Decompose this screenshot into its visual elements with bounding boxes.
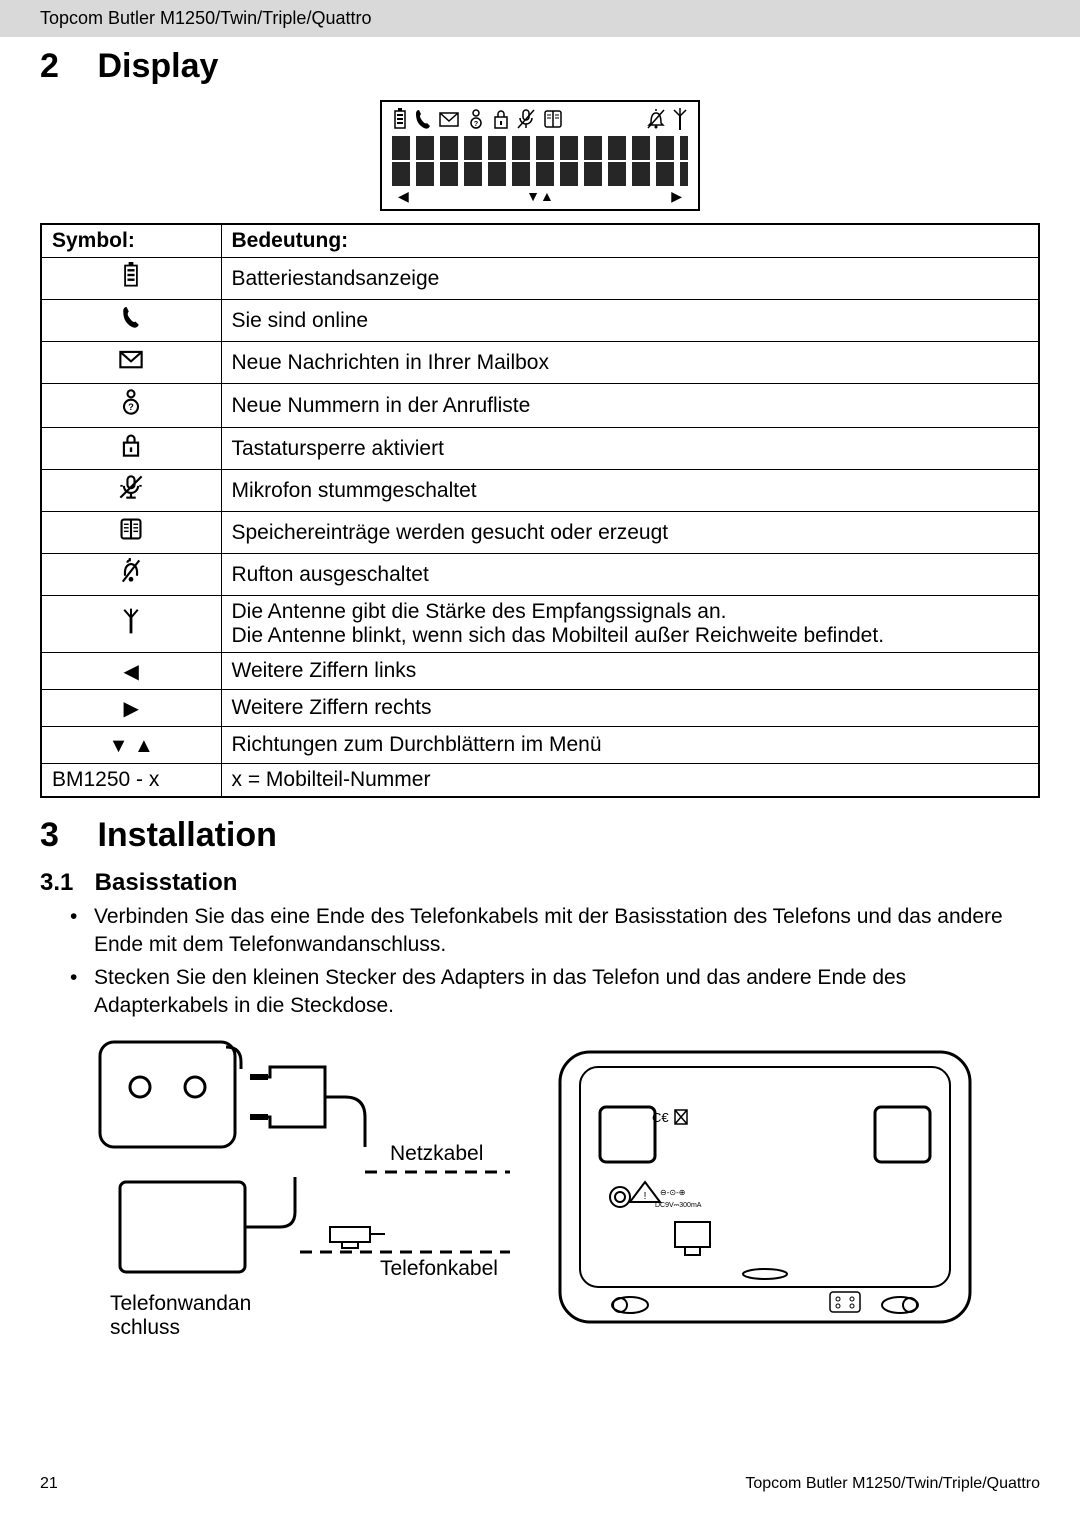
battery-icon [392, 108, 408, 134]
col-symbol: Symbol: [41, 224, 221, 258]
symbol-cell: ▶ [41, 690, 221, 727]
person-q-icon: ? [119, 388, 143, 416]
battery-icon [121, 262, 141, 288]
display-seg-row-2 [392, 162, 688, 186]
symbol-cell [41, 596, 221, 653]
display-arrow-row: ◀ ▼▲ ▶ [392, 188, 688, 205]
phone-icon [414, 108, 432, 134]
sub-3-1-num: 3.1 [40, 869, 88, 897]
symbol-cell [41, 300, 221, 342]
meaning-cell: Tastatursperre aktiviert [221, 428, 1039, 470]
display-icon-row: ? [392, 108, 688, 134]
meaning-cell: Weitere Ziffern rechts [221, 690, 1039, 727]
table-row: Tastatursperre aktiviert [41, 428, 1039, 470]
lock-icon [120, 432, 142, 458]
table-row: ◀ Weitere Ziffern links [41, 653, 1039, 690]
envelope-icon [438, 108, 460, 134]
symbol-cell [41, 512, 221, 554]
meaning-cell: Richtungen zum Durchblättern im Menü [221, 727, 1039, 764]
symbol-cell [41, 554, 221, 596]
antenna-icon [672, 108, 688, 134]
section-2-text: Display [97, 47, 218, 85]
section-3-num: 3 [40, 816, 88, 855]
footer: 21 Topcom Butler M1250/Twin/Triple/Quatt… [40, 1475, 1040, 1493]
install-diagram: C€ ! ⊖-⊙-⊕ DC9V⎓300mA [80, 1032, 1000, 1362]
mic-off-icon [516, 108, 536, 134]
section-3-text: Installation [97, 816, 276, 854]
mic-off-icon [118, 474, 144, 500]
meaning-cell: Neue Nummern in der Anrufliste [221, 384, 1039, 428]
right-icon: ▶ [124, 698, 139, 720]
bell-off-icon [119, 558, 143, 584]
header-text: Topcom Butler M1250/Twin/Triple/Quattro [40, 8, 371, 28]
left-icon: ◀ [124, 661, 139, 683]
table-row: Mikrofon stummgeschaltet [41, 470, 1039, 512]
table-row: Neue Nachrichten in Ihrer Mailbox [41, 342, 1039, 384]
meaning-cell: x = Mobilteil-Nummer [221, 764, 1039, 798]
svg-text:?: ? [474, 121, 478, 128]
symbol-cell: ? [41, 384, 221, 428]
symbol-cell [41, 428, 221, 470]
svg-text:DC9V⎓300mA: DC9V⎓300mA [655, 1202, 702, 1209]
section-2-title: 2 Display [40, 47, 1040, 86]
symbol-cell: ▼ ▲ [41, 727, 221, 764]
svg-text:⊖-⊙-⊕: ⊖-⊙-⊕ [660, 1188, 685, 1197]
bell-off-icon [646, 108, 666, 134]
table-row: ? Neue Nummern in der Anrufliste [41, 384, 1039, 428]
table-row: Sie sind online [41, 300, 1039, 342]
table-row: Speichereinträge werden gesucht oder erz… [41, 512, 1039, 554]
meaning-cell: Rufton ausgeschaltet [221, 554, 1039, 596]
svg-text:?: ? [128, 402, 134, 412]
display-seg-row-1 [392, 136, 688, 160]
symbols-table: Symbol: Bedeutung: Batteriestandsanzeige… [40, 223, 1040, 798]
page-number: 21 [40, 1475, 58, 1493]
book-icon [542, 108, 564, 134]
meaning-cell: Sie sind online [221, 300, 1039, 342]
phone-icon [121, 304, 141, 330]
meaning-cell: Die Antenne gibt die Stärke des Empfangs… [221, 596, 1039, 653]
book-icon [118, 516, 144, 542]
bullet-1: Verbinden Sie das eine Ende des Telefonk… [70, 903, 1040, 960]
symbol-cell: ◀ [41, 653, 221, 690]
table-row: BM1250 - xx = Mobilteil-Nummer [41, 764, 1039, 798]
svg-text:!: ! [644, 1191, 647, 1202]
col-meaning: Bedeutung: [221, 224, 1039, 258]
symbol-cell [41, 470, 221, 512]
envelope-icon [118, 346, 144, 372]
antenna-icon [122, 608, 140, 634]
header-bar: Topcom Butler M1250/Twin/Triple/Quattro [0, 0, 1080, 37]
section-2-num: 2 [40, 47, 88, 86]
meaning-cell: Batteriestandsanzeige [221, 258, 1039, 300]
meaning-cell: Speichereinträge werden gesucht oder erz… [221, 512, 1039, 554]
lock-icon [492, 108, 510, 134]
svg-text:C€: C€ [652, 1110, 669, 1125]
left-arrow-icon: ◀ [398, 188, 409, 205]
updown-arrow-icon: ▼▲ [526, 188, 554, 205]
label-telefonkabel: Telefonkabel [380, 1257, 498, 1281]
right-arrow-icon: ▶ [671, 188, 682, 205]
table-row: ▼ ▲ Richtungen zum Durchblättern im Menü [41, 727, 1039, 764]
table-row: Die Antenne gibt die Stärke des Empfangs… [41, 596, 1039, 653]
updown-icon: ▼ ▲ [109, 735, 154, 757]
bullet-2: Stecken Sie den kleinen Stecker des Adap… [70, 964, 1040, 1021]
table-row: ▶ Weitere Ziffern rechts [41, 690, 1039, 727]
table-row: Rufton ausgeschaltet [41, 554, 1039, 596]
main-content: 2 Display ? [0, 37, 1080, 1362]
symbol-cell [41, 258, 221, 300]
table-row: Batteriestandsanzeige [41, 258, 1039, 300]
footer-product: Topcom Butler M1250/Twin/Triple/Quattro [745, 1475, 1040, 1493]
symbol-cell [41, 342, 221, 384]
subsection-3-1: 3.1 Basisstation [40, 869, 1040, 897]
symbol-cell: BM1250 - x [41, 764, 221, 798]
meaning-cell: Neue Nachrichten in Ihrer Mailbox [221, 342, 1039, 384]
sub-3-1-text: Basisstation [95, 869, 238, 896]
label-netzkabel: Netzkabel [390, 1142, 483, 1166]
label-wand: Telefonwandan schluss [110, 1292, 251, 1340]
person-q-icon: ? [466, 108, 486, 134]
meaning-cell: Mikrofon stummgeschaltet [221, 470, 1039, 512]
display-mock: ? ◀ ▼▲ ▶ [380, 100, 700, 211]
meaning-cell: Weitere Ziffern links [221, 653, 1039, 690]
install-bullets: Verbinden Sie das eine Ende des Telefonk… [40, 903, 1040, 1020]
section-3-title: 3 Installation [40, 816, 1040, 855]
